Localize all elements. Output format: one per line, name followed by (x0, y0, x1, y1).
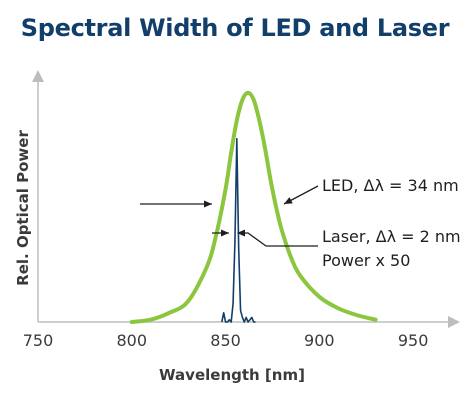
x-tick-label: 800 (117, 331, 148, 350)
laser-power-annotation: Power x 50 (322, 251, 410, 270)
y-axis-label: Rel. Optical Power (14, 130, 32, 286)
laser-right-width-arrow (237, 229, 318, 247)
x-axis-label: Wavelength [nm] (159, 366, 305, 384)
x-tick-label: 900 (304, 331, 335, 350)
led-annotation: LED, Δλ = 34 nm (322, 176, 459, 195)
x-tick-label: 750 (23, 331, 54, 350)
axes (32, 70, 460, 328)
y-axis-arrowhead (32, 70, 44, 82)
laser-annotation: Laser, Δλ = 2 nm (322, 227, 461, 246)
led-left-width-arrow (140, 200, 212, 208)
x-axis-arrowhead (448, 316, 460, 328)
laser-left-width-arrow (212, 229, 229, 237)
x-tick-labels: 750 800 850 900 950 (23, 331, 429, 350)
chart-title: Spectral Width of LED and Laser (20, 14, 450, 42)
annotation-arrows (140, 185, 319, 247)
led-right-width-arrow (283, 185, 319, 205)
led-series-line (129, 90, 378, 324)
x-tick-label: 950 (398, 331, 429, 350)
laser-series-line (221, 137, 256, 323)
x-tick-label: 850 (210, 331, 241, 350)
